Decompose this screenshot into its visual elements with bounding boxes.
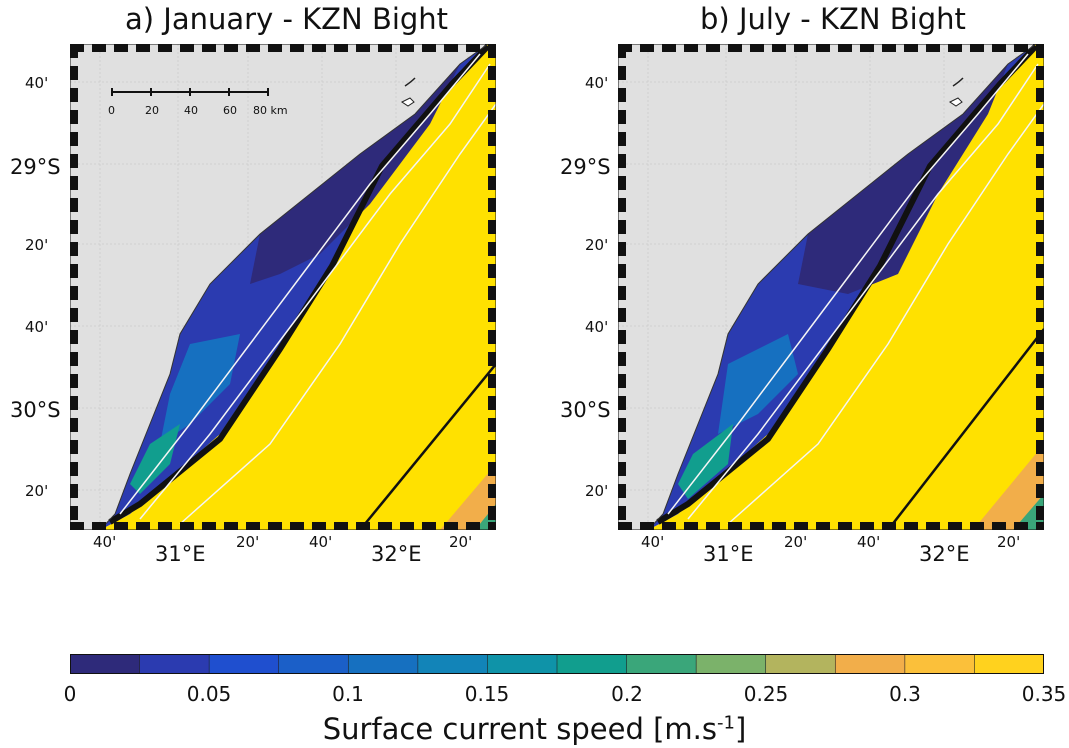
scalebar-tick: 20 <box>145 104 159 117</box>
colorbar-segment <box>70 654 141 674</box>
colorbar-segment <box>556 654 628 674</box>
colorbar-tick: 0.35 <box>1021 682 1067 706</box>
lat-label: 40' <box>585 74 609 92</box>
colorbar-segment <box>487 654 558 674</box>
colorbar-segment <box>974 654 1044 674</box>
lon-label: 31°E <box>155 542 206 566</box>
colorbar-segment <box>834 654 906 674</box>
lat-label: 30°S <box>560 398 611 422</box>
lat-label: 40' <box>25 318 49 336</box>
lon-label: 32°E <box>371 542 422 566</box>
scalebar <box>111 88 269 96</box>
lon-label: 20' <box>449 533 473 551</box>
colorbar-segment <box>765 654 837 674</box>
scalebar-tick: 80 km <box>253 104 288 117</box>
frame-dashes <box>70 44 496 530</box>
frame-dashes <box>618 44 1044 530</box>
panel-a-map: 0 20 40 60 80 km <box>70 44 496 530</box>
colorbar-tick: 0.3 <box>889 682 921 706</box>
lon-label: 40' <box>641 533 665 551</box>
colorbar-segment <box>626 654 697 674</box>
panel-b-title: b) July - KZN Bight <box>700 2 966 36</box>
panel-b-map <box>618 44 1044 530</box>
lat-label: 20' <box>585 236 609 254</box>
colorbar-segment <box>208 654 280 674</box>
colorbar-tick: 0.25 <box>743 682 789 706</box>
lat-label: 29°S <box>10 155 61 179</box>
colorbar-segment <box>347 654 419 674</box>
lon-label: 32°E <box>919 542 970 566</box>
lat-label: 20' <box>585 482 609 500</box>
lon-label: 40' <box>309 533 333 551</box>
lat-label: 40' <box>25 74 49 92</box>
colorbar-segment <box>904 654 976 674</box>
colorbar-tick: 0.15 <box>464 682 510 706</box>
lon-label: 20' <box>236 533 260 551</box>
scalebar-tick: 60 <box>223 104 237 117</box>
lon-label: 20' <box>784 533 808 551</box>
scalebar-tick: 0 <box>108 104 115 117</box>
colorbar-border <box>70 654 1044 674</box>
colorbar-tick: 0.2 <box>611 682 643 706</box>
lat-label: 29°S <box>560 155 611 179</box>
lat-label: 20' <box>25 482 49 500</box>
colorbar-segment <box>695 654 767 674</box>
colorbar-tick: 0 <box>63 682 77 706</box>
isobath-lines <box>119 53 496 525</box>
panel-a-title: a) January - KZN Bight <box>125 2 449 36</box>
colorbar <box>70 654 1044 674</box>
lon-label: 40' <box>857 533 881 551</box>
colorbar-segment <box>417 654 489 674</box>
lat-label: 40' <box>585 318 609 336</box>
scalebar-tick: 40 <box>184 104 198 117</box>
lat-label: 20' <box>25 236 49 254</box>
lon-label: 40' <box>93 533 117 551</box>
colorbar-label: Surface current speed [m.s-1] <box>322 712 747 746</box>
lon-label: 20' <box>997 533 1021 551</box>
colorbar-segment <box>139 654 210 674</box>
lon-label: 31°E <box>703 542 754 566</box>
colorbar-segment <box>278 654 350 674</box>
colorbar-tick: 0.05 <box>186 682 232 706</box>
isobath-lines <box>667 53 1044 525</box>
lat-label: 30°S <box>10 398 61 422</box>
colorbar-tick: 0.1 <box>332 682 364 706</box>
